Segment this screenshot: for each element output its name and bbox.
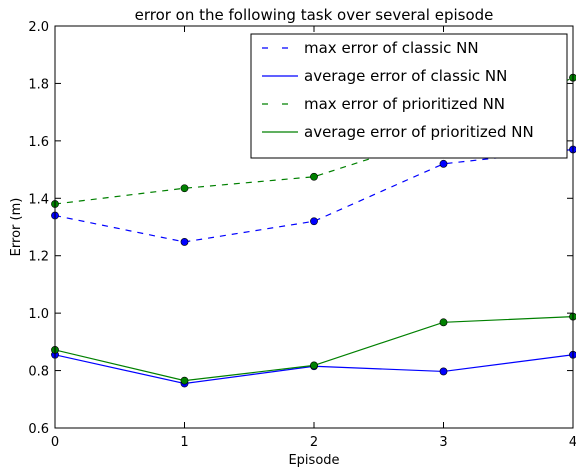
legend-items: max error of classic NN average error of … <box>262 39 534 141</box>
x-tick-label: 4 <box>569 435 576 450</box>
legend-label-3: max error of prioritized NN <box>304 95 505 113</box>
data-point-series-1 <box>439 159 448 168</box>
legend-label-2: average error of classic NN <box>304 67 507 85</box>
y-tick-label: 0.8 <box>28 365 49 380</box>
data-point-series-4 <box>310 361 318 370</box>
y-tick-label: 1.2 <box>28 250 49 265</box>
data-point-series-3 <box>180 184 189 193</box>
y-tick-label: 1.4 <box>28 192 49 207</box>
legend-label-4: average error of prioritized NN <box>304 123 534 141</box>
y-tick-label: 2.0 <box>28 20 49 35</box>
x-tick-label: 3 <box>439 435 447 450</box>
chart-title: error on the following task over several… <box>135 6 494 24</box>
data-point-series-3 <box>310 172 318 181</box>
x-tick-label: 2 <box>310 435 318 450</box>
y-axis-label: Error (m) <box>9 198 24 257</box>
legend: max error of classic NN average error of … <box>250 33 568 159</box>
data-point-series-1 <box>310 217 318 226</box>
legend-label-1: max error of classic NN <box>304 39 479 57</box>
y-tick-label: 0.6 <box>28 422 49 437</box>
x-tick-label: 0 <box>51 435 59 450</box>
data-point-series-1 <box>180 238 189 246</box>
x-axis: 0 1 2 3 4 <box>51 26 576 450</box>
series-line-3 <box>55 77 573 205</box>
y-tick-label: 1.8 <box>28 77 49 92</box>
legend-frame <box>250 33 568 159</box>
x-tick-label: 1 <box>180 435 188 450</box>
data-point-series-4 <box>439 318 448 327</box>
data-point-series-2 <box>439 367 448 376</box>
data-point-series-4 <box>180 376 189 385</box>
x-axis-label: Episode <box>288 453 339 467</box>
y-axis: 0.6 0.8 1.0 1.2 1.4 1.6 1.8 2.0 <box>28 20 573 437</box>
y-tick-label: 1.0 <box>28 307 49 322</box>
y-tick-label: 1.6 <box>28 135 49 150</box>
series-line-1 <box>55 148 573 243</box>
